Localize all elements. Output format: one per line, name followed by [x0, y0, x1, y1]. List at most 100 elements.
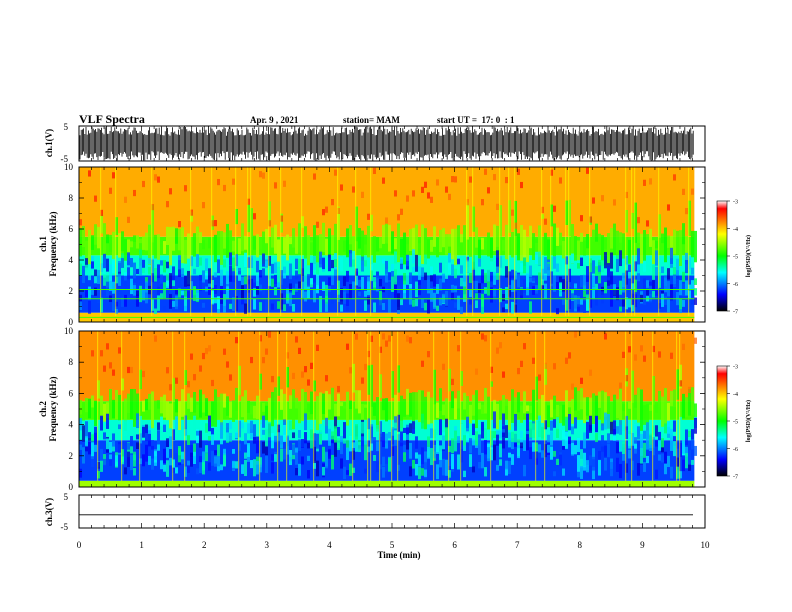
ch2-spec-texture — [568, 436, 571, 445]
ch2-spec-texture — [688, 450, 691, 465]
ch2-spec-texture — [670, 435, 673, 451]
ch2-spec-texture — [529, 447, 532, 460]
ch2-spec-texture — [595, 395, 598, 425]
ch1-spec-texture — [427, 192, 430, 199]
ch2-spec-texture — [601, 423, 604, 431]
ch1-spec-texture — [694, 297, 697, 305]
ch2-spec-texture — [244, 433, 247, 445]
ch2-spec-texture — [223, 393, 226, 408]
ch1-spec-texture — [358, 228, 361, 249]
ch1-spec-sferic — [235, 167, 237, 316]
ch1-spec-texture — [502, 293, 505, 302]
ch2-spec-texture — [496, 434, 499, 446]
ch2-spec-texture — [586, 464, 589, 471]
ch1-spec-texture — [121, 258, 124, 268]
ch2-spec-texture — [193, 374, 196, 381]
ch2-spec-texture — [352, 363, 355, 393]
ch2-spec-texture — [448, 466, 451, 472]
ch1-spec-texture — [94, 287, 97, 296]
ch1-spec-texture — [370, 264, 373, 275]
ch2-spec-texture — [160, 426, 163, 433]
ch2-spec-texture — [442, 458, 445, 476]
ch1-spec-texture — [598, 271, 601, 284]
ch2-spec-texture — [685, 397, 688, 417]
ch2-spec-texture — [457, 345, 460, 352]
ch2-spec-texture — [100, 350, 103, 357]
ch1-spec-texture — [328, 254, 331, 272]
ch2-spec-texture — [385, 340, 388, 347]
colorbar-tick-label: -4 — [733, 392, 738, 398]
ch2-spec-texture — [532, 423, 535, 439]
ch1-spec-texture — [505, 176, 508, 184]
ch1-spec-texture — [409, 229, 412, 252]
ch2-spec-texture — [85, 444, 88, 452]
ch2-spec-texture — [265, 455, 268, 473]
ch2-spec-texture — [694, 417, 697, 434]
ch1-spec-texture — [427, 276, 430, 291]
ch2-spec-texture — [583, 432, 586, 449]
ch2-spec-texture — [523, 391, 526, 414]
ch1-spec-texture — [511, 301, 514, 314]
ch1-spec-texture — [112, 299, 115, 312]
ch2-spec-texture — [109, 441, 112, 453]
ch2-spec-texture — [658, 390, 661, 408]
ch2-spec-texture — [133, 451, 136, 467]
ch1-spec-texture — [247, 204, 250, 233]
ch2-spec-texture — [205, 453, 208, 462]
ch2-spec-texture — [637, 463, 640, 476]
ch2-spec-texture — [652, 425, 655, 435]
ch1-spec-texture — [406, 254, 409, 267]
ch2-spec-texture — [463, 392, 466, 410]
ch1-spec-texture — [628, 270, 631, 279]
ch1-spec-texture — [334, 169, 337, 176]
ch2-spec-texture — [193, 415, 196, 431]
ch1-spec-texture — [274, 262, 277, 274]
ch2-spec-texture — [544, 449, 547, 458]
ch1-spec-texture — [109, 276, 112, 291]
ch2-spec-texture — [490, 447, 493, 461]
ch2-spec-texture — [547, 444, 550, 453]
ch2-spec-texture — [433, 429, 436, 439]
ch2-spec-texture — [208, 345, 211, 352]
ch2-spec-texture — [451, 378, 454, 386]
ch2-spec-texture — [481, 333, 484, 340]
ch1-spec-texture — [412, 266, 415, 273]
ch2-spec-texture — [460, 423, 463, 439]
ch1-spec-texture — [589, 298, 592, 308]
ch2-spec-texture — [238, 365, 241, 396]
ch2-spec-texture — [496, 347, 499, 354]
ch1-spec-sferic — [658, 167, 660, 316]
ch2-spec-texture — [514, 397, 517, 427]
ch2-spec-texture — [499, 459, 502, 466]
ch2-spec-texture — [187, 465, 190, 474]
ch2-spec-texture — [679, 442, 682, 458]
ch2-spec-texture — [478, 462, 481, 469]
ch1-spec-texture — [439, 262, 442, 273]
ch1-spec-texture — [646, 286, 649, 298]
ch2-spec-texture — [634, 354, 637, 361]
colorbar-tick-label: -4 — [733, 227, 738, 233]
ch2-spec-ylabel: Frequency (kHz) — [48, 376, 58, 441]
ch1-spec-texture — [85, 264, 88, 270]
ch1-waveform-trace — [79, 126, 694, 161]
ch1-spec-texture — [595, 289, 598, 306]
ch1-spec-texture — [613, 199, 616, 206]
ch1-spec-texture — [427, 299, 430, 314]
ch2-spec-texture — [298, 430, 301, 439]
ch2-spec-texture — [511, 389, 514, 423]
ch1-spec-texture — [349, 284, 352, 299]
ch1-spec-texture — [142, 259, 145, 268]
ch1-spec-texture — [472, 254, 475, 270]
ch1-spec-texture — [223, 184, 226, 192]
ch2-spec-texture — [244, 452, 247, 459]
ch2-spec-texture — [466, 416, 469, 429]
ch2-spec-texture — [502, 432, 505, 449]
ch2-spec-texture — [100, 415, 103, 431]
ch2-spec-texture — [508, 452, 511, 458]
ch2-spec-texture — [379, 374, 382, 398]
ch2-spec-texture — [211, 379, 214, 387]
ch2-spec-texture — [661, 447, 664, 453]
ch2-spec-texture — [235, 461, 238, 469]
colorbar-tick-label: -6 — [733, 447, 738, 453]
ch2-spec-texture — [226, 423, 229, 433]
